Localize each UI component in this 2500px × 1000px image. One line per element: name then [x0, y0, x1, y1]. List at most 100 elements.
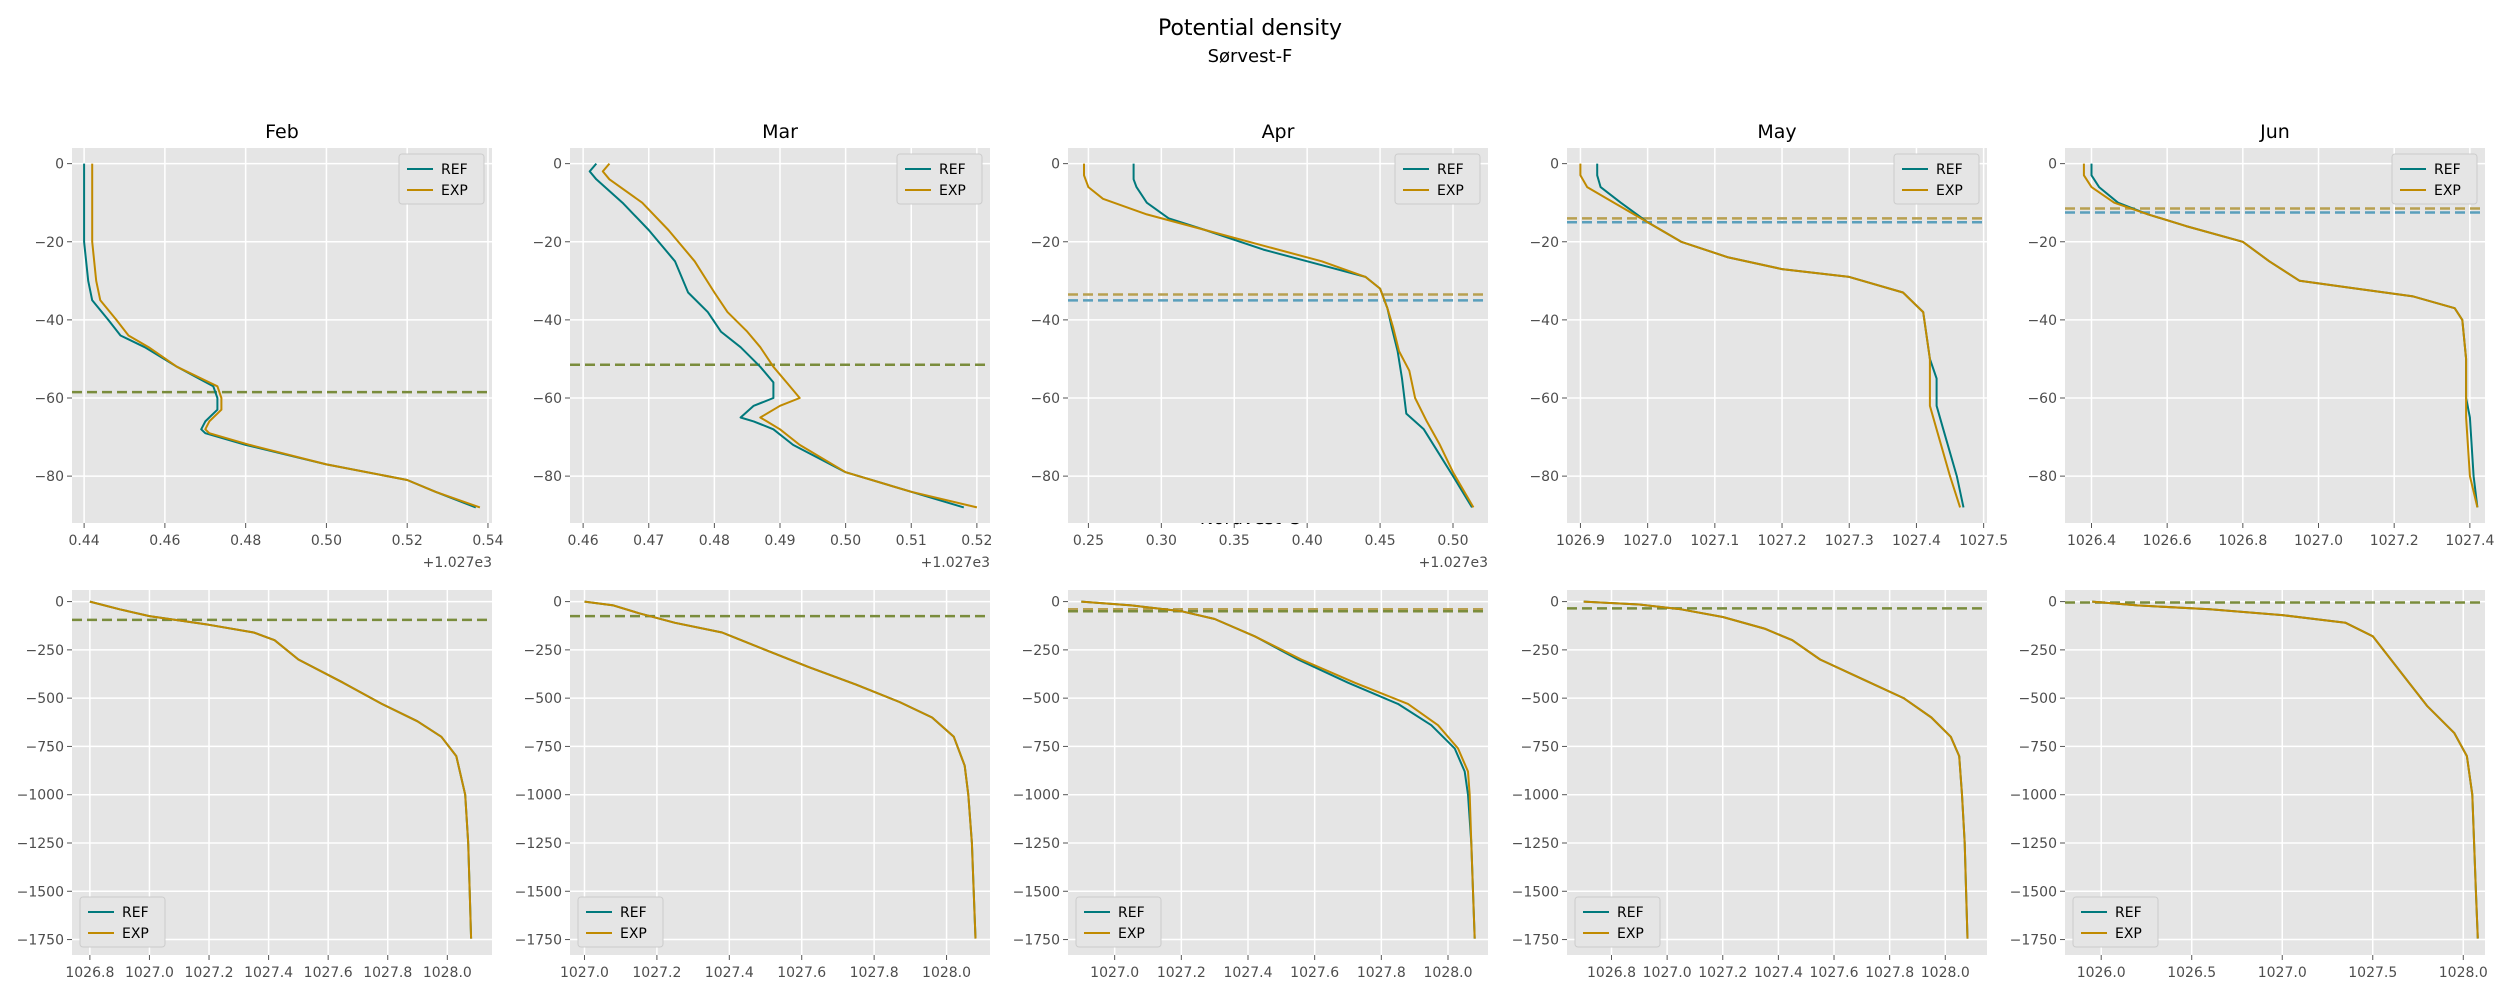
y-tick-label: −1750	[17, 933, 64, 949]
x-tick-label: 1027.6	[777, 965, 826, 981]
legend-label: REF	[1118, 905, 1145, 921]
y-tick-label: −1500	[515, 884, 562, 900]
y-tick-label: −1750	[2010, 933, 2057, 949]
y-tick-label: −80	[1030, 469, 1060, 485]
subplot-title: Feb	[265, 121, 299, 143]
y-tick-label: −60	[532, 391, 562, 407]
series-line-exp	[1083, 163, 1475, 508]
y-tick-label: −1000	[2010, 788, 2057, 804]
y-tick-label: 0	[2048, 157, 2057, 173]
subplot-0-2[interactable]: 0.25 0.30 0.35 0.40 0.45 0.50 0 −20 −40 −60 −80 +1.…	[1030, 121, 1488, 571]
y-tick-label: −1000	[515, 788, 562, 804]
plot-area	[1068, 590, 1488, 955]
y-tick-label: −750	[26, 739, 64, 755]
series-line-ref	[588, 162, 965, 509]
legend: REF EXP	[79, 896, 166, 948]
y-tick-label: −750	[2019, 739, 2057, 755]
x-tick-label: 1026.8	[2218, 533, 2267, 549]
y-tick-label: 0	[1550, 157, 1559, 173]
x-tick-label: 1027.2	[1157, 965, 1206, 981]
x-tick-label: 1027.6	[1290, 965, 1339, 981]
subplot-0-4[interactable]: 1026.4 1026.6 1026.8 1027.0 1027.2 1027.4 0 −20…	[2027, 121, 2494, 549]
x-tick-label: 1027.0	[2258, 965, 2307, 981]
subplot-title: Mar	[762, 121, 798, 143]
y-tick-label: −500	[26, 691, 64, 707]
plot-area	[2065, 590, 2485, 955]
x-tick-label: 0.45	[1364, 533, 1395, 549]
subplot-title: May	[1757, 121, 1796, 143]
y-tick-label: −60	[2027, 391, 2057, 407]
x-tick-label: 0.44	[69, 533, 100, 549]
series-line-exp	[89, 600, 473, 939]
x-tick-label: 1027.2	[185, 965, 234, 981]
subplot-0-0[interactable]: 0.44 0.46 0.48 0.50 0.52 0.54 0 −20 −40 −60 −80 +1.…	[34, 121, 503, 571]
x-tick-label: 0.35	[1219, 533, 1250, 549]
y-tick-label: −1000	[17, 788, 64, 804]
legend: REF EXP	[1394, 153, 1481, 205]
y-tick-label: −500	[2019, 691, 2057, 707]
subplot-1-4[interactable]: 1026.0 1026.5 1027.0 1027.5 1028.0 0 −250 −500 −…	[2010, 590, 2488, 981]
x-tick-label: 0.54	[472, 533, 503, 549]
y-tick-label: −500	[1022, 691, 1060, 707]
legend: REF EXP	[2391, 153, 2478, 205]
legend-label: REF	[122, 905, 149, 921]
x-tick-label: 1027.5	[1959, 533, 2008, 549]
subplot-0-3[interactable]: 1026.9 1027.0 1027.1 1027.2 1027.3 1027.4 1027…	[1529, 121, 2008, 549]
x-tick-label: 0.25	[1073, 533, 1104, 549]
subplot-1-3[interactable]: 1026.8 1027.0 1027.2 1027.4 1027.6 1027.8 1028…	[1512, 590, 1987, 981]
y-tick-label: −80	[532, 469, 562, 485]
legend-label: EXP	[2115, 926, 2142, 942]
y-tick-label: 0	[1550, 595, 1559, 611]
x-tick-label: 1028.0	[423, 965, 472, 981]
legend-label: EXP	[939, 183, 966, 199]
subplot-1-0[interactable]: 1026.8 1027.0 1027.2 1027.4 1027.6 1027.8 1028…	[17, 590, 492, 981]
y-tick-label: −60	[34, 391, 64, 407]
legend-box	[577, 896, 664, 948]
legend-label: REF	[1936, 162, 1963, 178]
x-tick-label: 1028.0	[1424, 965, 1473, 981]
x-tick-label: 1027.4	[2445, 533, 2494, 549]
x-tick-label: 1027.0	[560, 965, 609, 981]
x-tick-label: 1027.2	[632, 965, 681, 981]
y-tick-label: −1250	[17, 836, 64, 852]
y-tick-label: −20	[1529, 235, 1559, 251]
legend-label: EXP	[1437, 183, 1464, 199]
y-tick-label: −1500	[17, 884, 64, 900]
y-tick-label: −40	[1529, 313, 1559, 329]
x-tick-label: 0.50	[311, 533, 342, 549]
x-offset-label: +1.027e3	[423, 555, 492, 571]
x-tick-label: 1027.2	[1698, 965, 1747, 981]
legend-label: EXP	[2434, 183, 2461, 199]
y-tick-label: −20	[532, 235, 562, 251]
y-tick-label: 0	[1051, 595, 1060, 611]
y-tick-label: 0	[553, 157, 562, 173]
series-line-exp	[1583, 600, 1969, 939]
x-tick-label: 1026.5	[2167, 965, 2216, 981]
y-tick-label: −1500	[1512, 884, 1559, 900]
x-tick-label: 0.49	[764, 533, 795, 549]
y-tick-label: −250	[1022, 643, 1060, 659]
x-tick-label: 1027.0	[125, 965, 174, 981]
x-tick-label: 1027.0	[1623, 533, 1672, 549]
legend: REF EXP	[1075, 896, 1162, 948]
legend-box	[1574, 896, 1661, 948]
x-tick-label: 1027.4	[244, 965, 293, 981]
legend-box	[2391, 153, 2478, 205]
x-tick-label: 1026.8	[65, 965, 114, 981]
x-tick-label: 1026.0	[2077, 965, 2126, 981]
y-tick-label: −1000	[1013, 788, 1060, 804]
series-line-exp	[1081, 600, 1476, 939]
series-line-exp	[2082, 163, 2479, 508]
legend-box	[2072, 896, 2159, 948]
x-tick-label: 1028.0	[2439, 965, 2488, 981]
x-tick-label: 0.48	[699, 533, 730, 549]
legend-label: REF	[2115, 905, 2142, 921]
subplot-1-1[interactable]: 1027.0 1027.2 1027.4 1027.6 1027.8 1028.0 0 −25…	[515, 590, 990, 981]
legend-label: EXP	[441, 183, 468, 199]
subplot-1-2[interactable]: 1027.0 1027.2 1027.4 1027.6 1027.8 1028.0 0 −25…	[1013, 590, 1488, 981]
y-tick-label: −1750	[1013, 933, 1060, 949]
y-tick-label: −500	[1521, 691, 1559, 707]
subplot-0-1[interactable]: 0.46 0.47 0.48 0.49 0.50 0.51 0.52 0 −20 −40 −60 −8…	[532, 121, 992, 571]
subplot-title: Apr	[1262, 121, 1295, 143]
y-tick-label: −80	[1529, 469, 1559, 485]
